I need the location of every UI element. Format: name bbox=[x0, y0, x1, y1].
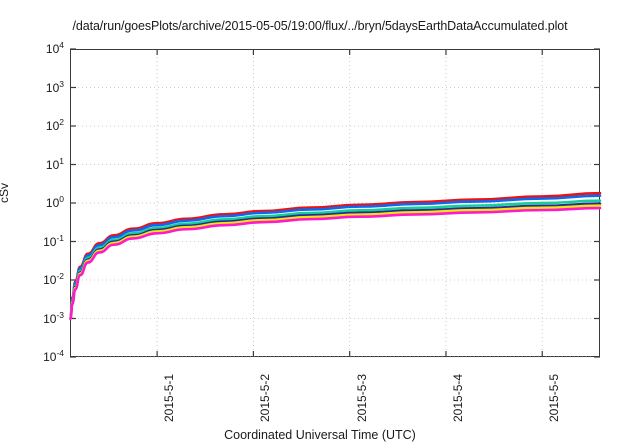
y-tick-label: 103 bbox=[45, 78, 64, 95]
y-tick-label: 102 bbox=[45, 117, 64, 133]
data-line-curve-4-navy bbox=[69, 202, 602, 320]
y-tick-label: 10-3 bbox=[43, 309, 64, 326]
data-line-curve-1-red bbox=[69, 191, 602, 320]
plot-area bbox=[69, 48, 602, 358]
data-line-curve-5-yellow bbox=[69, 204, 602, 320]
y-tick-label: 104 bbox=[45, 40, 64, 56]
x-tick-label: 2015-5-1 bbox=[162, 373, 177, 422]
y-tick-label: 10-1 bbox=[43, 232, 64, 249]
y-tick-label: 10-2 bbox=[43, 271, 64, 287]
x-axis-label: Coordinated Universal Time (UTC) bbox=[224, 428, 416, 442]
x-axis-tick-labels: 2015-5-1 2015-5-2 2015-5-3 2015-5-4 2015-5-5 bbox=[70, 364, 600, 424]
y-tick-label: 100 bbox=[45, 194, 64, 210]
y-axis-label: cSv bbox=[0, 182, 12, 204]
chart-canvas bbox=[69, 48, 602, 358]
data-line-curve-3-spring-green bbox=[69, 199, 602, 320]
x-tick-label: 2015-5-4 bbox=[450, 373, 465, 422]
x-tick-label: 2015-5-5 bbox=[547, 373, 562, 422]
x-tick-label: 2015-5-3 bbox=[354, 373, 369, 422]
page-title: /data/run/goesPlots/archive/2015-05-05/1… bbox=[72, 19, 568, 33]
data-series-group bbox=[69, 191, 602, 320]
data-line-curve-6-magenta bbox=[69, 206, 602, 320]
data-line-curve-2-blue bbox=[69, 194, 602, 320]
x-tick-label: 2015-5-2 bbox=[258, 373, 273, 422]
y-tick-label: 101 bbox=[45, 155, 64, 172]
gridlines bbox=[70, 49, 600, 358]
y-axis-tick-labels: 104 103 102 101 100 10-1 10-2 10-3 10-4 bbox=[0, 41, 64, 364]
y-tick-label: 10-4 bbox=[43, 348, 64, 364]
